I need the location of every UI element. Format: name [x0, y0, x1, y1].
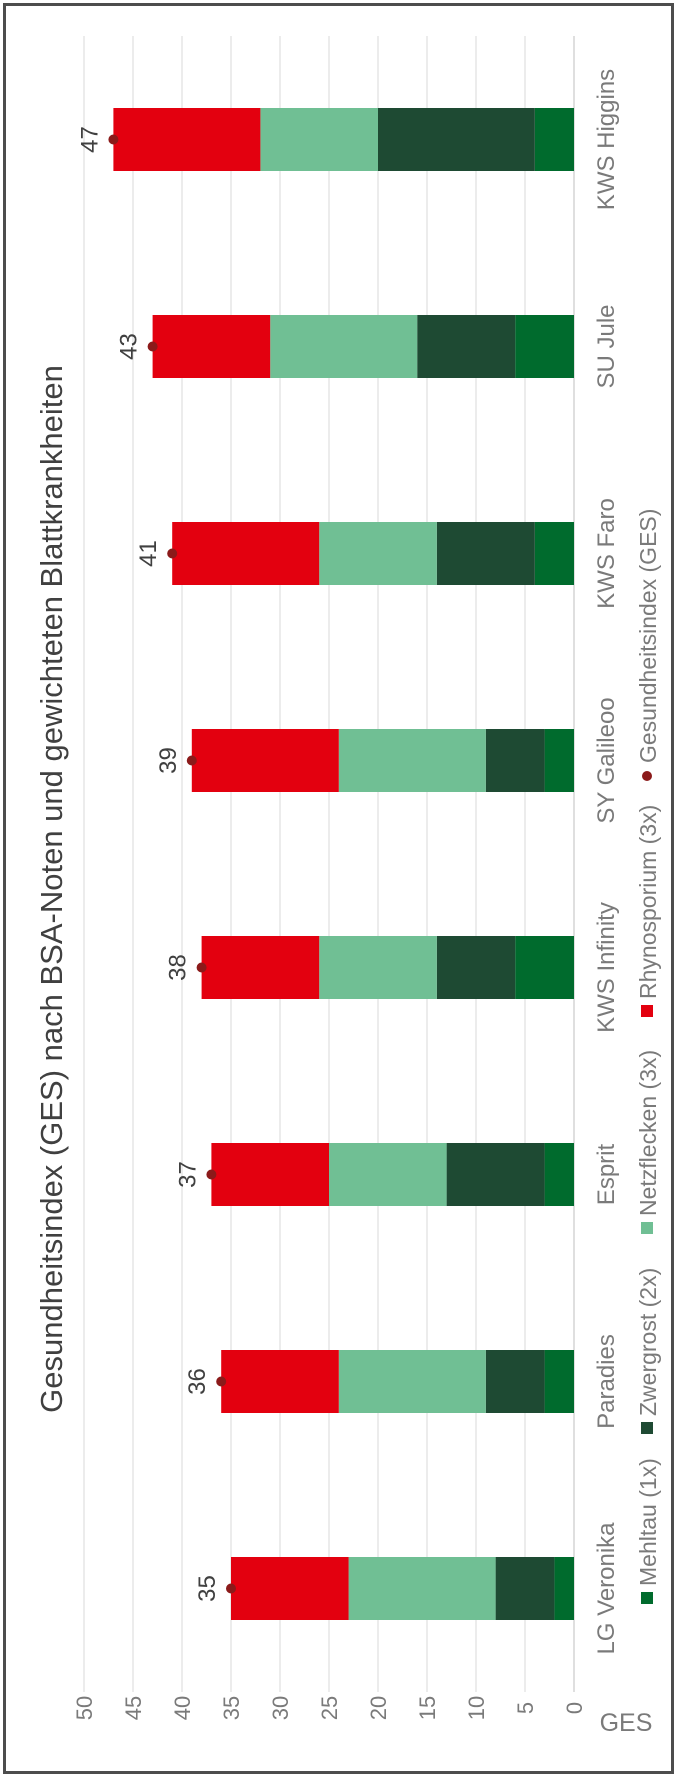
y-tick-label: 15	[415, 1696, 440, 1720]
bar-segment	[485, 729, 545, 792]
ges-point	[147, 341, 158, 352]
category-label: LG Veronika	[593, 1522, 620, 1655]
bar-segment	[211, 1143, 329, 1206]
bar-segment	[201, 936, 320, 999]
bar-segment	[338, 1350, 486, 1413]
bar-segment	[231, 1557, 349, 1620]
bar-segment	[534, 108, 574, 171]
bar-segment	[270, 315, 418, 378]
y-tick-label: 45	[121, 1696, 146, 1720]
bar-segment	[319, 936, 437, 999]
ges-point	[167, 548, 178, 559]
legend-swatch	[641, 1222, 653, 1234]
y-tick-label: 10	[464, 1696, 489, 1720]
y-tick-label: 0	[562, 1702, 587, 1714]
bar-segment	[544, 729, 574, 792]
category-label: Paradies	[593, 1334, 620, 1429]
legend-swatch	[641, 1005, 653, 1017]
ges-data-label: 38	[165, 954, 192, 981]
y-tick-label: 30	[268, 1696, 293, 1720]
ges-points: 35 36 37 38 39 41 43 47	[76, 126, 236, 1602]
ges-point	[206, 1169, 217, 1180]
gridlines	[83, 36, 575, 1692]
category-label: SU Jule	[593, 304, 620, 388]
legend-swatch	[641, 1592, 653, 1604]
bar-segment	[221, 1350, 339, 1413]
bar-segment	[515, 936, 575, 999]
bar-segment	[495, 1557, 555, 1620]
legend-label: Zwergrost (2x)	[635, 1268, 661, 1416]
chart-frame: Gesundheitsindex (GES) nach BSA-Noten un…	[3, 3, 674, 1774]
bar-segment	[319, 522, 437, 585]
y-tick-label: 50	[72, 1696, 97, 1720]
bar-segment	[485, 1350, 545, 1413]
ges-data-label: 36	[184, 1368, 211, 1395]
bar-segment	[534, 522, 574, 585]
y-tick-label: 25	[317, 1696, 342, 1720]
rotated-chart-group: Gesundheitsindex (GES) nach BSA-Noten un…	[34, 36, 661, 1737]
chart-title: Gesundheitsindex (GES) nach BSA-Noten un…	[34, 365, 69, 1413]
ges-data-label: 47	[76, 126, 103, 153]
ges-point	[196, 962, 207, 973]
bar-segment	[515, 315, 575, 378]
category-label: KWS Infinity	[593, 902, 620, 1033]
category-labels: LG Veronika Paradies Esprit KWS Infinity SY …	[593, 69, 620, 1655]
ges-data-label: 41	[135, 540, 162, 567]
ges-data-label: 35	[194, 1575, 221, 1602]
ges-data-label: 37	[174, 1161, 201, 1188]
bar-segment	[172, 522, 320, 585]
bar-segment	[152, 315, 271, 378]
bar-segment	[436, 522, 535, 585]
bar-segment	[329, 1143, 447, 1206]
legend-swatch	[641, 1422, 653, 1434]
bar-segment	[554, 1557, 575, 1620]
ges-point	[108, 134, 119, 145]
chart-svg: Gesundheitsindex (GES) nach BSA-Noten un…	[34, 36, 661, 1737]
bar-segment	[544, 1143, 574, 1206]
ges-point	[186, 755, 197, 766]
category-label: Esprit	[593, 1144, 620, 1206]
legend-label: Netzflecken (3x)	[635, 1050, 661, 1216]
bar-segment	[338, 729, 486, 792]
legend-label: Gesundheitsindex (GES)	[635, 509, 661, 763]
category-label: KWS Higgins	[593, 69, 620, 210]
bars	[113, 108, 575, 1620]
bar-segment	[191, 729, 339, 792]
legend-marker	[642, 771, 652, 781]
legend-label: Mehltau (1x)	[635, 1458, 661, 1586]
bar-segment	[113, 108, 261, 171]
y-axis-title: GES	[600, 1709, 653, 1737]
bar-segment	[436, 936, 516, 999]
bar-segment	[348, 1557, 496, 1620]
bar-segment	[378, 108, 535, 171]
ges-data-label: 39	[155, 747, 182, 774]
y-tick-label: 40	[170, 1696, 195, 1720]
y-tick-labels: 0 5 10 15 20 25 30 35 40 45 50	[72, 1696, 587, 1720]
bar-segment	[544, 1350, 574, 1413]
bar-segment	[260, 108, 378, 171]
category-label: KWS Faro	[593, 498, 620, 609]
y-tick-label: 35	[219, 1696, 244, 1720]
ges-data-label: 43	[116, 333, 143, 360]
bar-segment	[446, 1143, 545, 1206]
bar-segment	[417, 315, 516, 378]
category-label: SY Galileoo	[593, 697, 620, 823]
legend: Mehltau (1x) Zwergrost (2x) Netzflecken (3…	[635, 509, 661, 1604]
ges-point	[216, 1376, 227, 1387]
y-tick-label: 20	[366, 1696, 391, 1720]
legend-label: Rhynosporium (3x)	[635, 805, 661, 999]
ges-point	[226, 1583, 236, 1594]
y-tick-label: 5	[513, 1702, 538, 1714]
